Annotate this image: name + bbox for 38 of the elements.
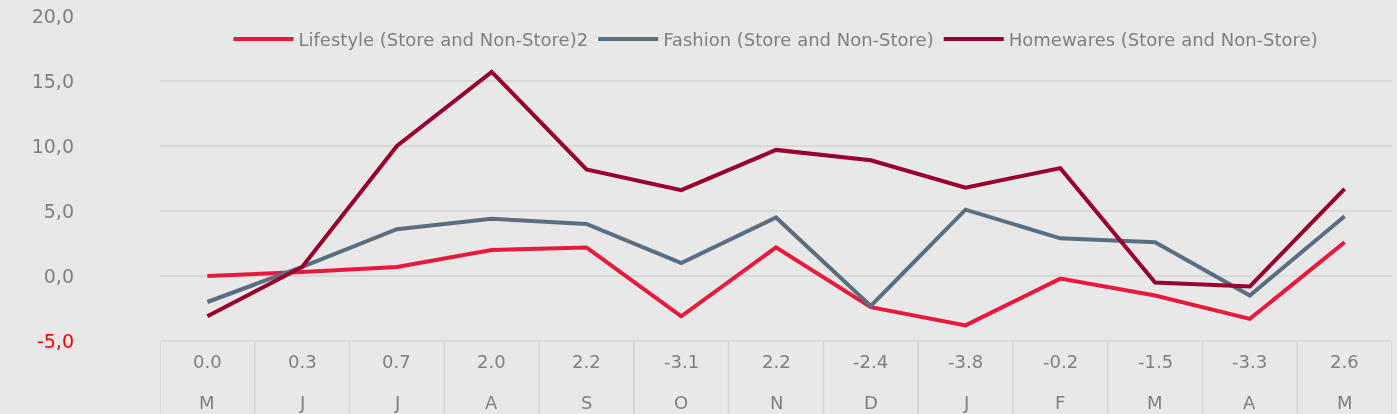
x-tick-label: D [864,392,878,413]
y-tick-label: -5,0 [36,329,74,352]
x-tick-label: N [770,392,784,413]
data-label: -3.1 [664,351,700,372]
legend-label: Homewares (Store and Non-Store) [1008,29,1318,51]
y-tick-label: 0,0 [43,264,74,287]
y-tick-label: 20,0 [31,4,74,27]
x-tick-label: A [485,392,498,413]
data-label: -3.8 [948,351,984,372]
legend-label: Lifestyle (Store and Non-Store)2 [298,29,589,51]
data-label: 0.7 [382,351,411,372]
data-label: 0.0 [193,351,222,372]
data-label: 2.2 [572,351,601,372]
data-label: -1.5 [1138,351,1174,372]
x-tick-label: J [963,392,970,413]
x-tick-label: S [581,392,593,413]
data-label: 0.3 [288,351,317,372]
data-label: -0.2 [1043,351,1079,372]
y-tick-label: 5,0 [43,199,74,222]
line-series [205,69,1347,319]
data-label: 2.0 [477,351,506,372]
legend-label: Fashion (Store and Non-Store) [663,29,934,51]
line-series [205,240,1347,328]
x-tick-label: O [674,392,689,413]
x-tick-label: M [1147,392,1163,413]
x-tick-label: J [394,392,401,413]
data-label: 2.2 [762,351,791,372]
data-label: -3.3 [1232,351,1268,372]
x-tick-label: M [199,392,215,413]
x-tick-label: A [1243,392,1256,413]
x-tick-label: F [1055,392,1066,413]
data-label: 2.6 [1330,351,1359,372]
x-tick-label: M [1337,392,1353,413]
x-tick-label: J [299,392,306,413]
y-tick-label: 10,0 [31,134,74,157]
line-series [205,207,1347,308]
y-tick-label: 15,0 [31,69,74,92]
data-label: -2.4 [853,351,889,372]
